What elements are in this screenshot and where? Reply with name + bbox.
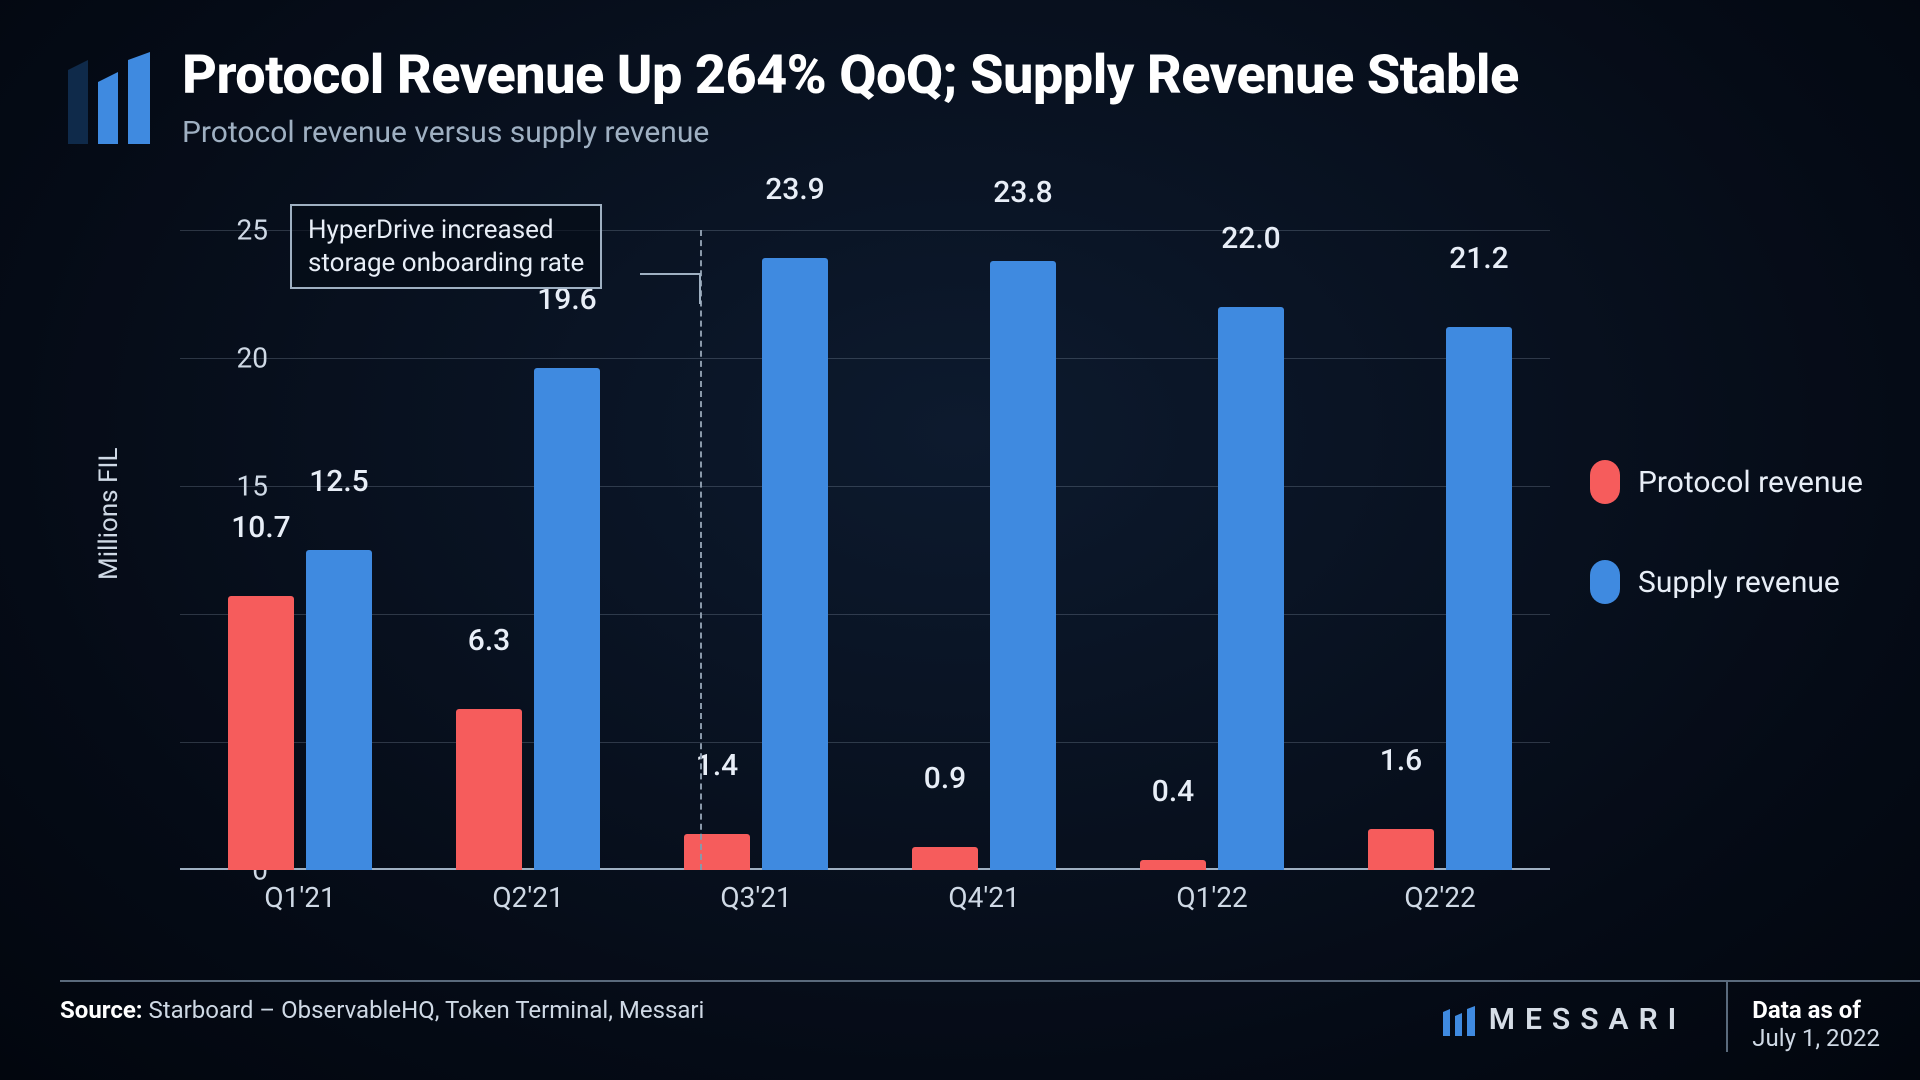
bar: [456, 709, 522, 870]
x-tick-label: Q2'21: [492, 881, 563, 914]
bar: [306, 550, 372, 870]
bar: [990, 261, 1056, 870]
brand-mark: MESSARI: [1443, 996, 1687, 1037]
grid-line: [180, 614, 1550, 615]
y-tick-label: 15: [208, 470, 268, 503]
bar-value-label: 23.9: [765, 172, 825, 213]
legend-item: Protocol revenue: [1590, 460, 1863, 504]
bar-value-label: 0.9: [924, 761, 966, 802]
bar-value-label: 22.0: [1221, 221, 1281, 262]
bar: [1140, 860, 1206, 870]
bar: [684, 834, 750, 870]
x-tick-label: Q1'22: [1176, 881, 1247, 914]
source-text: Source: Starboard – ObservableHQ, Token …: [60, 996, 1443, 1024]
data-as-of: Data as of July 1, 2022: [1726, 982, 1920, 1052]
bar-value-label: 12.5: [309, 464, 369, 505]
callout-line: [180, 200, 1550, 900]
grid-line: [180, 486, 1550, 487]
y-axis-title: Millions FIL: [94, 448, 124, 581]
chart-subtitle: Protocol revenue versus supply revenue: [182, 115, 1519, 150]
y-tick-label: 20: [208, 342, 268, 375]
bar-value-label: 21.2: [1449, 241, 1509, 282]
legend-label: Protocol revenue: [1638, 465, 1863, 500]
event-separator-line: [700, 230, 702, 870]
brand-text: MESSARI: [1489, 1002, 1687, 1037]
bar: [1218, 307, 1284, 870]
bar: [762, 258, 828, 870]
bar-value-label: 10.7: [231, 510, 291, 551]
grid-line: [180, 742, 1550, 743]
x-tick-label: Q3'21: [720, 881, 791, 914]
bar: [1368, 829, 1434, 870]
bar: [1446, 327, 1512, 870]
x-tick-label: Q2'22: [1404, 881, 1475, 914]
header: Protocol Revenue Up 264% QoQ; Supply Rev…: [0, 0, 1920, 150]
footer: Source: Starboard – ObservableHQ, Token …: [60, 980, 1920, 1052]
messari-small-logo-icon: [1443, 1004, 1475, 1036]
messari-logo-icon: [68, 52, 150, 144]
legend-label: Supply revenue: [1638, 565, 1840, 600]
grid-line: [180, 358, 1550, 359]
x-axis-line: [180, 868, 1550, 870]
chart-title: Protocol Revenue Up 264% QoQ; Supply Rev…: [182, 44, 1519, 107]
bar: [912, 847, 978, 870]
bar-value-label: 1.4: [696, 748, 738, 789]
bar: [228, 596, 294, 870]
chart-area: Millions FIL 0510152025Q1'2110.712.5Q2'2…: [80, 200, 1560, 920]
bar: [534, 368, 600, 870]
legend: Protocol revenue Supply revenue: [1590, 460, 1863, 604]
bar-value-label: 23.8: [993, 175, 1053, 216]
bar-value-label: 0.4: [1152, 774, 1194, 815]
x-tick-label: Q4'21: [948, 881, 1019, 914]
legend-swatch: [1590, 560, 1620, 604]
x-tick-label: Q1'21: [264, 881, 335, 914]
bar-value-label: 6.3: [468, 623, 510, 664]
bar-value-label: 1.6: [1380, 743, 1422, 784]
y-tick-label: 25: [208, 214, 268, 247]
annotation-box: HyperDrive increasedstorage onboarding r…: [290, 204, 602, 289]
legend-item: Supply revenue: [1590, 560, 1863, 604]
plot-region: 0510152025Q1'2110.712.5Q2'216.319.6Q3'21…: [180, 230, 1550, 870]
legend-swatch: [1590, 460, 1620, 504]
